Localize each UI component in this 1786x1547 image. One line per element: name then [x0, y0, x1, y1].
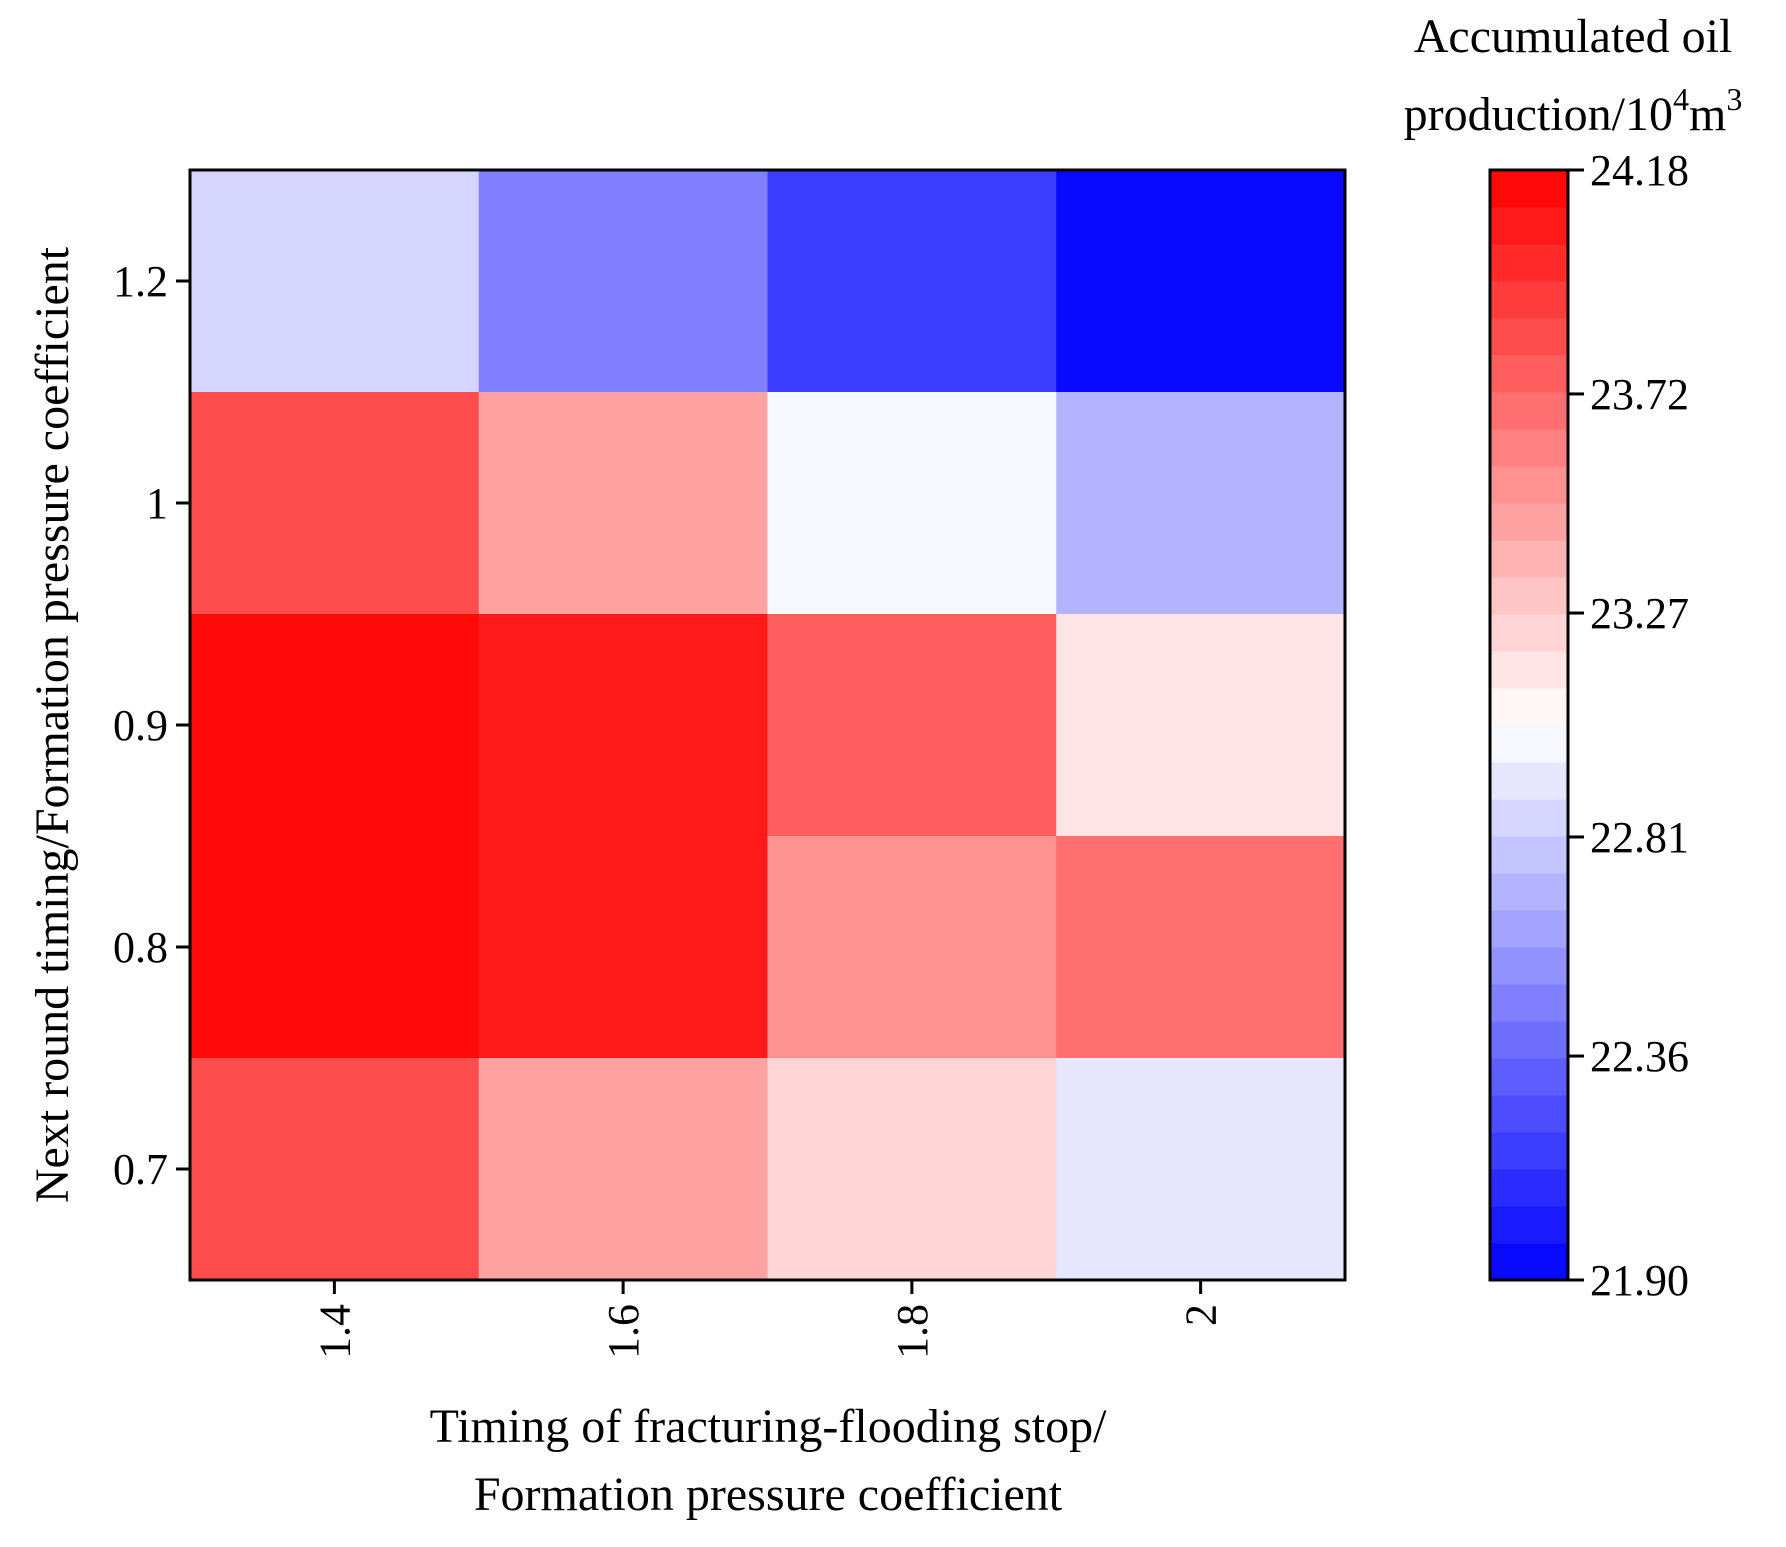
heatmap-cells: [190, 170, 1346, 1281]
colorbar-band: [1490, 1243, 1568, 1281]
y-axis-ticks: 1.2 1 0.9 0.8 0.7: [113, 257, 190, 1194]
colorbar-band: [1490, 651, 1568, 689]
x-axis-label-line1: Timing of fracturing-flooding stop/: [430, 1400, 1108, 1453]
y-tick-label: 1: [146, 479, 168, 528]
colorbar-band: [1490, 1206, 1568, 1244]
heatmap-cell-r2-c3: [1056, 614, 1346, 837]
y-tick-label: 1.2: [113, 257, 168, 306]
colorbar: 24.18 23.72 23.27 22.81 22.36 21.90 Accumulat…: [1404, 10, 1743, 1305]
colorbar-band: [1490, 984, 1568, 1022]
heatmap-cell-r2-c0: [190, 614, 480, 837]
colorbar-band: [1490, 577, 1568, 615]
colorbar-title-sup-1: 4: [1673, 81, 1689, 117]
x-tick-label: 2: [1177, 1304, 1226, 1326]
colorbar-band: [1490, 799, 1568, 837]
colorbar-band: [1490, 873, 1568, 911]
x-tick-label: 1.4: [310, 1304, 359, 1359]
heatmap-cell-r3-c1: [478, 836, 768, 1059]
heatmap-cell-r4-c0: [190, 1058, 480, 1281]
colorbar-band: [1490, 725, 1568, 763]
colorbar-band: [1490, 1095, 1568, 1133]
heatmap-cell-r1-c0: [190, 392, 480, 615]
colorbar-band: [1490, 540, 1568, 578]
colorbar-bands: [1490, 170, 1568, 1281]
heatmap-cell-r2-c1: [478, 614, 768, 837]
y-tick-label: 0.7: [113, 1145, 168, 1194]
colorbar-band: [1490, 614, 1568, 652]
colorbar-band: [1490, 392, 1568, 430]
heatmap-cell-r1-c1: [478, 392, 768, 615]
colorbar-band: [1490, 836, 1568, 874]
colorbar-band: [1490, 170, 1568, 208]
colorbar-tick-label: 23.27: [1590, 589, 1689, 638]
x-axis-ticks: 1.4 1.6 1.8 2: [310, 1280, 1226, 1359]
heatmap-cell-r1-c3: [1056, 392, 1346, 615]
colorbar-title-prefix: production/10: [1404, 88, 1673, 141]
colorbar-band: [1490, 281, 1568, 319]
colorbar-tick-label: 23.72: [1590, 370, 1689, 419]
heatmap-cell-r0-c2: [767, 170, 1057, 393]
x-tick-label: 1.8: [888, 1304, 937, 1359]
heatmap-cell-r0-c0: [190, 170, 480, 393]
colorbar-band: [1490, 1169, 1568, 1207]
y-tick-label: 0.9: [113, 701, 168, 750]
heatmap-cell-r3-c2: [767, 836, 1057, 1059]
colorbar-tick-label: 22.81: [1590, 813, 1689, 862]
heatmap-cell-r0-c3: [1056, 170, 1346, 393]
colorbar-band: [1490, 466, 1568, 504]
colorbar-tick-label: 21.90: [1590, 1256, 1689, 1305]
colorbar-band: [1490, 1132, 1568, 1170]
colorbar-tick-label: 22.36: [1590, 1032, 1689, 1081]
heatmap-cell-r3-c3: [1056, 836, 1346, 1059]
colorbar-title-line1: Accumulated oil: [1414, 10, 1733, 63]
colorbar-band: [1490, 1021, 1568, 1059]
heatmap-cell-r3-c0: [190, 836, 480, 1059]
colorbar-band: [1490, 503, 1568, 541]
colorbar-band: [1490, 910, 1568, 948]
heatmap-cell-r0-c1: [478, 170, 768, 393]
colorbar-title-unit: m: [1689, 88, 1726, 141]
heatmap-cell-r4-c2: [767, 1058, 1057, 1281]
colorbar-band: [1490, 947, 1568, 985]
colorbar-band: [1490, 688, 1568, 726]
colorbar-ticks: 24.18 23.72 23.27 22.81 22.36 21.90: [1568, 146, 1689, 1305]
x-axis-label-line2: Formation pressure coefficient: [474, 1468, 1063, 1521]
heatmap-cell-r4-c3: [1056, 1058, 1346, 1281]
y-axis-label: Next round timing/Formation pressure coe…: [26, 246, 79, 1203]
colorbar-title-sup-2: 3: [1726, 81, 1742, 117]
y-tick-label: 0.8: [113, 923, 168, 972]
x-tick-label: 1.6: [599, 1304, 648, 1359]
colorbar-band: [1490, 318, 1568, 356]
colorbar-band: [1490, 762, 1568, 800]
colorbar-tick-label: 24.18: [1590, 146, 1689, 195]
heatmap-cell-r2-c2: [767, 614, 1057, 837]
colorbar-band: [1490, 1058, 1568, 1096]
colorbar-band: [1490, 355, 1568, 393]
heatmap-cell-r1-c2: [767, 392, 1057, 615]
heatmap-cell-r4-c1: [478, 1058, 768, 1281]
colorbar-frame: [1488, 168, 1570, 1282]
colorbar-band: [1490, 207, 1568, 245]
colorbar-title-line2: production/104m3: [1404, 81, 1743, 141]
colorbar-band: [1490, 244, 1568, 282]
colorbar-band: [1490, 429, 1568, 467]
